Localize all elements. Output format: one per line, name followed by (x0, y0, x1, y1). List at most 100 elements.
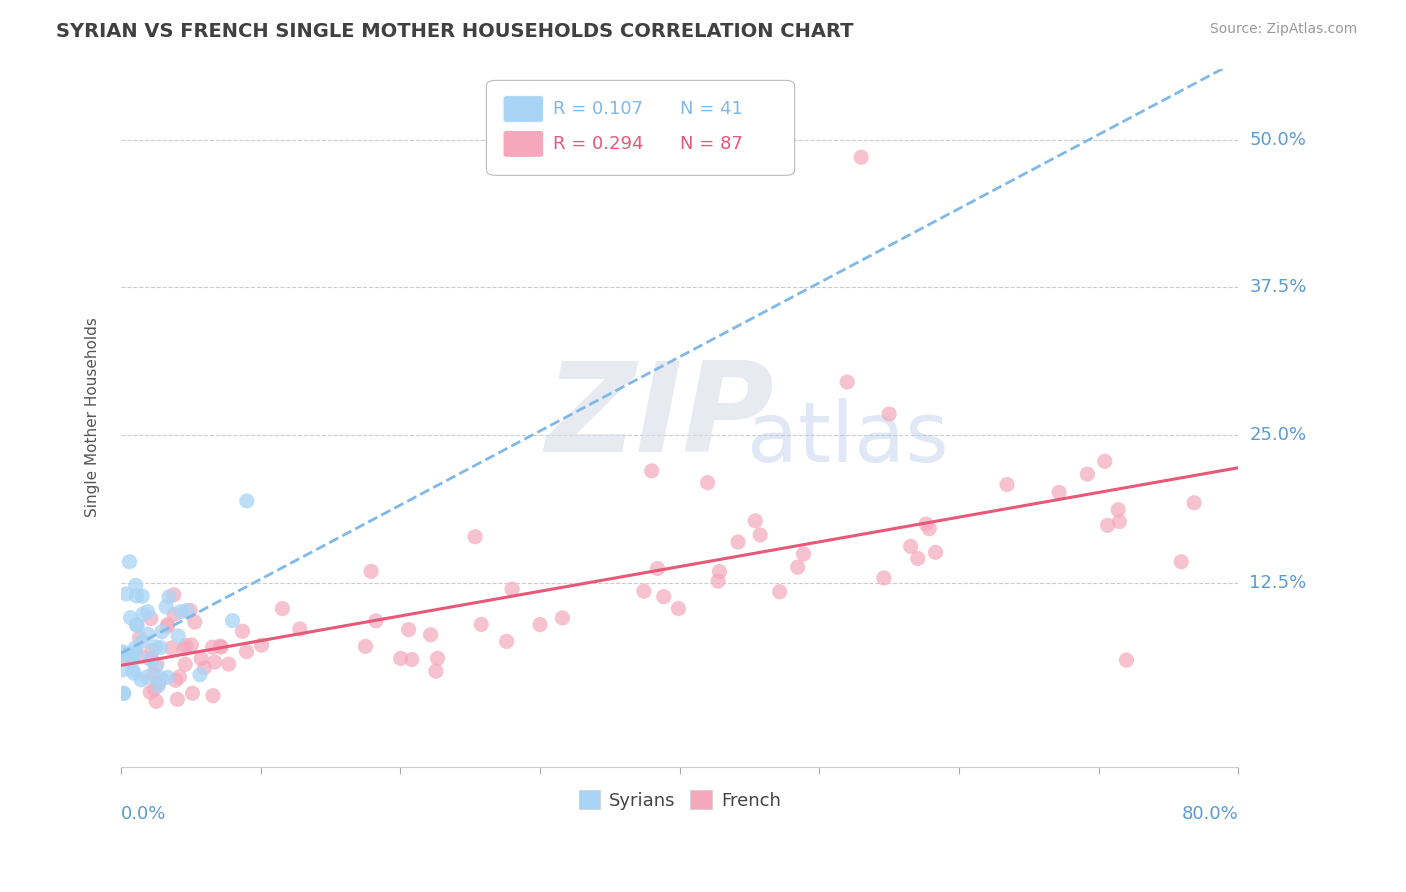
Point (122, 666, 145, 681)
Point (160, 640, 183, 655)
Point (1107, 502, 1129, 516)
Point (176, 604, 198, 618)
Point (271, 601, 294, 615)
Point (419, 628, 441, 642)
Point (1076, 467, 1098, 481)
Point (652, 590, 675, 604)
Point (169, 670, 191, 684)
Point (169, 605, 191, 619)
Point (143, 682, 166, 697)
Point (111, 647, 134, 661)
Point (124, 646, 146, 660)
Point (128, 631, 150, 645)
Point (132, 607, 155, 621)
Point (288, 622, 311, 636)
Point (641, 464, 664, 478)
Point (873, 571, 896, 585)
Point (141, 651, 163, 665)
Point (179, 603, 201, 617)
FancyBboxPatch shape (503, 130, 543, 157)
Point (1170, 555, 1192, 569)
Point (149, 671, 172, 685)
Point (995, 477, 1018, 491)
Point (121, 654, 143, 668)
Text: 37.5%: 37.5% (1250, 278, 1306, 296)
Point (145, 640, 167, 654)
FancyBboxPatch shape (486, 80, 794, 176)
Point (236, 494, 259, 508)
Point (173, 641, 195, 656)
Point (139, 611, 162, 625)
Point (201, 640, 224, 654)
Point (148, 676, 170, 690)
Point (112, 686, 135, 700)
Point (166, 692, 188, 706)
Legend: Syrians, French: Syrians, French (571, 783, 787, 817)
Point (149, 640, 172, 655)
Point (167, 629, 190, 643)
Point (837, 375, 859, 389)
Point (401, 652, 423, 666)
Point (647, 561, 669, 575)
Point (900, 540, 922, 554)
Point (696, 475, 718, 490)
Point (426, 651, 449, 665)
Point (235, 644, 257, 658)
Point (125, 618, 148, 632)
Point (136, 627, 159, 641)
Point (221, 614, 243, 628)
Point (184, 615, 207, 629)
Point (709, 565, 731, 579)
FancyBboxPatch shape (503, 95, 543, 122)
Point (364, 614, 387, 628)
Point (464, 530, 486, 544)
Point (125, 578, 148, 592)
Point (1182, 496, 1205, 510)
Point (360, 565, 382, 579)
Point (115, 652, 138, 666)
Point (118, 648, 141, 662)
Point (1115, 653, 1137, 667)
Point (398, 623, 420, 637)
Point (749, 528, 772, 542)
Point (174, 657, 197, 672)
Point (148, 678, 170, 692)
Point (156, 617, 179, 632)
Point (174, 639, 197, 653)
Text: atlas: atlas (747, 398, 949, 479)
Point (907, 551, 929, 566)
Point (125, 618, 148, 632)
Text: R = 0.294: R = 0.294 (554, 135, 644, 153)
Point (135, 670, 157, 684)
Point (633, 584, 655, 599)
Point (1094, 454, 1116, 468)
Text: Source: ZipAtlas.com: Source: ZipAtlas.com (1209, 22, 1357, 37)
Point (668, 601, 690, 615)
Point (354, 640, 377, 654)
Point (145, 660, 167, 674)
Point (141, 643, 163, 657)
Point (188, 667, 211, 681)
Point (139, 685, 162, 699)
Point (201, 689, 224, 703)
Point (849, 150, 872, 164)
Point (155, 599, 177, 614)
Point (157, 590, 180, 604)
Point (209, 640, 232, 654)
Point (136, 605, 159, 619)
Point (115, 587, 138, 601)
Text: N = 41: N = 41 (679, 100, 742, 118)
Point (425, 664, 447, 678)
Point (125, 589, 148, 603)
Point (181, 686, 204, 700)
Point (129, 673, 152, 687)
Text: N = 87: N = 87 (679, 135, 742, 153)
Point (470, 617, 492, 632)
Point (786, 560, 808, 574)
Point (150, 624, 173, 639)
Point (501, 582, 523, 596)
Point (727, 535, 749, 549)
Point (769, 584, 792, 599)
Point (163, 607, 186, 622)
Point (231, 624, 253, 639)
